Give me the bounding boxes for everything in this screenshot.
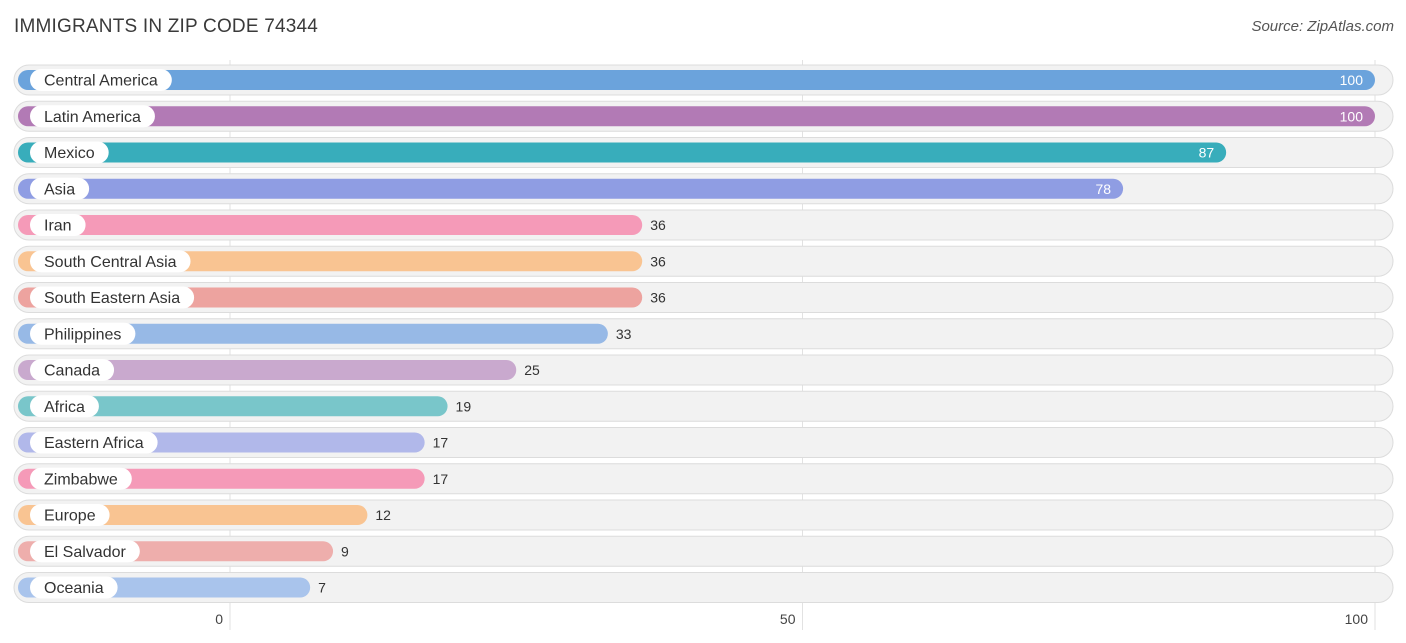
- category-label: Central America: [44, 73, 158, 90]
- value-label: 36: [650, 253, 666, 269]
- category-label-pill: [30, 105, 155, 128]
- bar: [18, 106, 1375, 127]
- chart-title: IMMIGRANTS IN ZIP CODE 74344: [14, 16, 319, 37]
- value-label: 87: [1199, 145, 1215, 161]
- category-label: South Central Asia: [44, 254, 177, 271]
- category-label: Iran: [44, 218, 72, 235]
- category-label: Canada: [44, 363, 100, 380]
- x-tick-label: 50: [780, 611, 796, 627]
- value-label: 7: [318, 580, 326, 596]
- category-label-pill: [30, 431, 158, 454]
- category-label: Zimbabwe: [44, 471, 118, 488]
- bars: Central America 100 Latin America 100 Mexico…: [18, 69, 1375, 599]
- category-label-pill: [30, 540, 140, 563]
- x-tick-label: 0: [215, 611, 223, 627]
- category-label-pill: [30, 250, 191, 273]
- category-label-pill: [30, 214, 86, 236]
- bar: [18, 178, 1124, 199]
- category-label-pill: [30, 467, 132, 490]
- value-label: 25: [524, 362, 540, 378]
- bar: [18, 323, 608, 344]
- bar: [18, 142, 1227, 163]
- value-label: 12: [375, 507, 391, 523]
- category-label-pill: [30, 177, 90, 200]
- value-label: 78: [1096, 181, 1112, 197]
- value-label: 17: [433, 471, 449, 487]
- value-label: 17: [433, 435, 449, 451]
- category-label-pill: [30, 141, 109, 164]
- category-label-pill: [30, 69, 172, 91]
- x-axis-ticks: 0 50 100: [215, 611, 1368, 627]
- category-label-pill: [30, 286, 195, 309]
- category-label: Oceania: [44, 580, 104, 597]
- category-label: South Eastern Asia: [44, 290, 180, 307]
- category-label-pill: [30, 359, 115, 381]
- category-label: Africa: [44, 399, 85, 416]
- value-label: 100: [1340, 108, 1364, 124]
- bar: [18, 215, 643, 235]
- category-label-pill: [30, 395, 99, 418]
- bar: [18, 396, 448, 417]
- bar: [18, 70, 1375, 90]
- bar-track: [13, 572, 1394, 603]
- value-label: 100: [1340, 72, 1364, 88]
- category-label: Philippines: [44, 326, 121, 343]
- category-label-pill: [30, 504, 110, 526]
- category-label: El Salvador: [44, 544, 126, 561]
- category-label: Mexico: [44, 145, 95, 162]
- value-label: 9: [341, 543, 349, 559]
- bar: [18, 360, 517, 380]
- category-label-pill: [30, 322, 136, 345]
- category-label: Europe: [44, 508, 96, 525]
- category-label: Latin America: [44, 109, 141, 126]
- x-tick-label: 100: [1345, 611, 1369, 627]
- category-label: Eastern Africa: [44, 435, 144, 452]
- value-label: 19: [456, 398, 472, 414]
- source-attribution: Source: ZipAtlas.com: [1251, 18, 1394, 35]
- category-label: Asia: [44, 181, 75, 198]
- value-label: 36: [650, 217, 666, 233]
- bar-track: [13, 535, 1394, 567]
- category-label-pill: [30, 576, 118, 599]
- value-label: 36: [650, 290, 666, 306]
- value-label: 33: [616, 326, 632, 342]
